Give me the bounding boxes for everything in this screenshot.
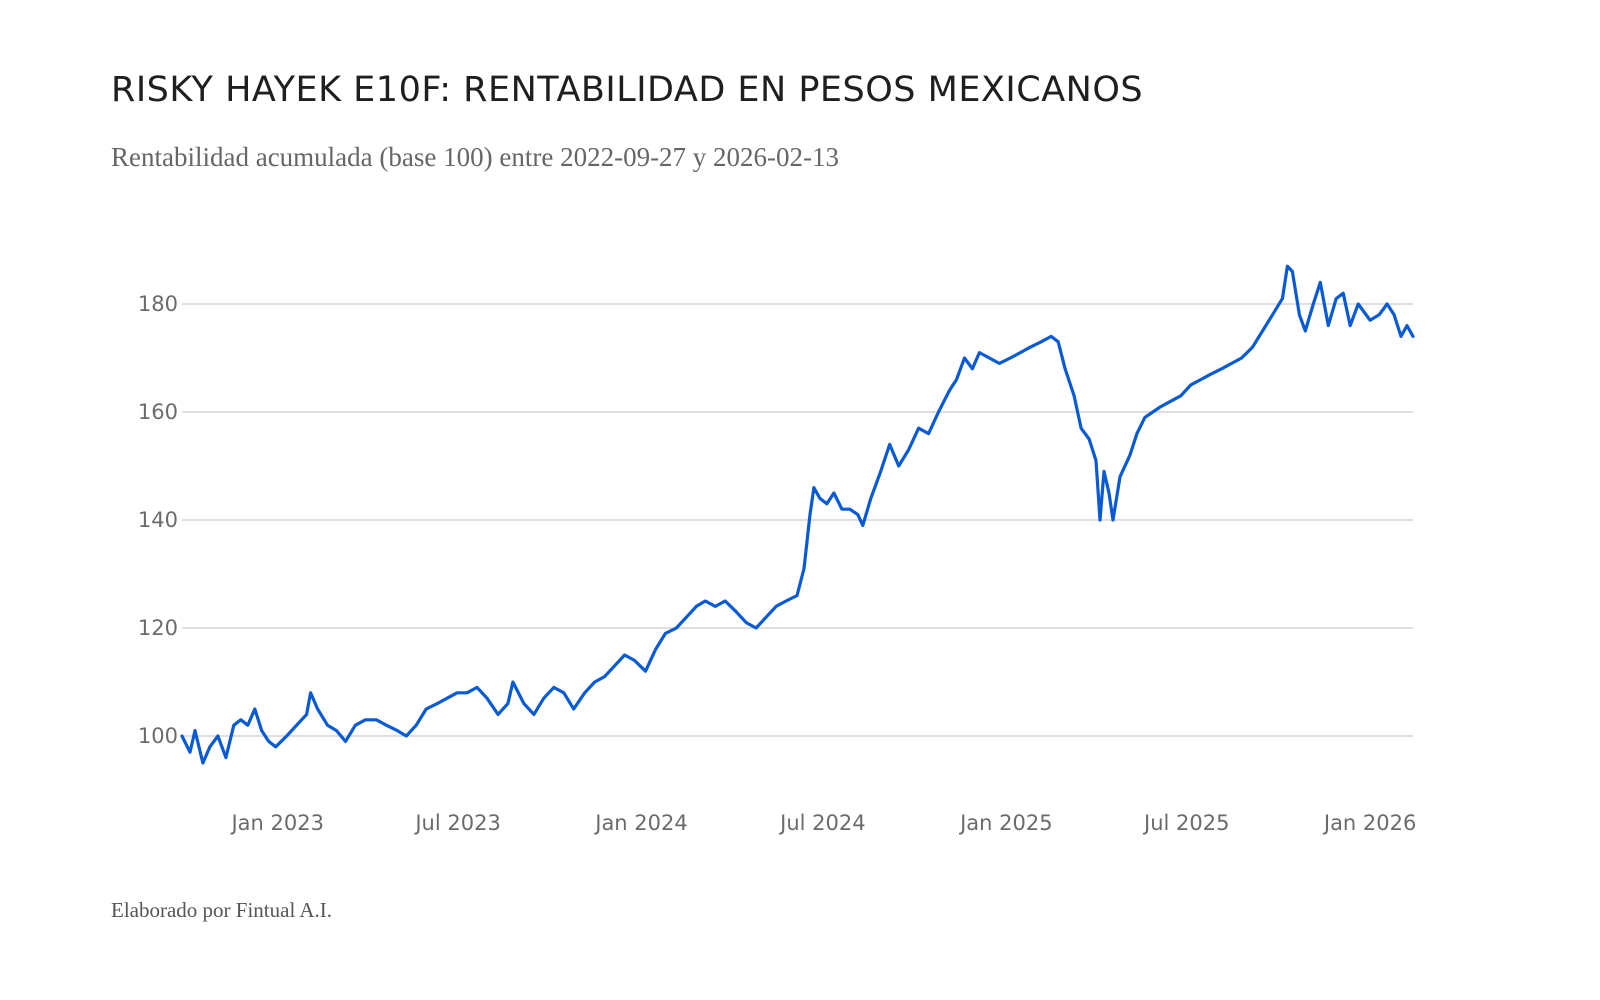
grid-layer xyxy=(182,303,1413,737)
y-tick-label-180: 180 xyxy=(138,292,178,316)
y-tick-label-140: 140 xyxy=(138,508,178,532)
series-line-0 xyxy=(180,264,1415,765)
y-tick-label-160: 160 xyxy=(138,400,178,424)
x-tick-label-0: Jan 2023 xyxy=(229,811,324,835)
x-tick-label-2: Jan 2024 xyxy=(593,811,688,835)
chart-subtitle: Rentabilidad acumulada (base 100) entre … xyxy=(111,142,840,172)
series-layer xyxy=(180,264,1415,765)
y-tick-label-120: 120 xyxy=(138,616,178,640)
x-tick-label-1: Jul 2023 xyxy=(413,811,500,835)
chart-footer-credit: Elaborado por Fintual A.I. xyxy=(111,898,333,922)
y-axis-tick-labels: 100 120 140 160 180 xyxy=(138,292,178,748)
x-tick-label-5: Jul 2025 xyxy=(1142,811,1229,835)
x-tick-label-4: Jan 2025 xyxy=(958,811,1053,835)
x-tick-label-3: Jul 2024 xyxy=(778,811,865,835)
chart-title: RISKY HAYEK E10F: RENTABILIDAD EN PESOS … xyxy=(111,70,1144,110)
x-axis-tick-labels: Jan 2023 Jul 2023 Jan 2024 Jul 2024 Jan 2025… xyxy=(229,811,1416,835)
x-tick-label-6: Jan 2026 xyxy=(1322,811,1417,835)
y-tick-label-100: 100 xyxy=(138,724,178,748)
